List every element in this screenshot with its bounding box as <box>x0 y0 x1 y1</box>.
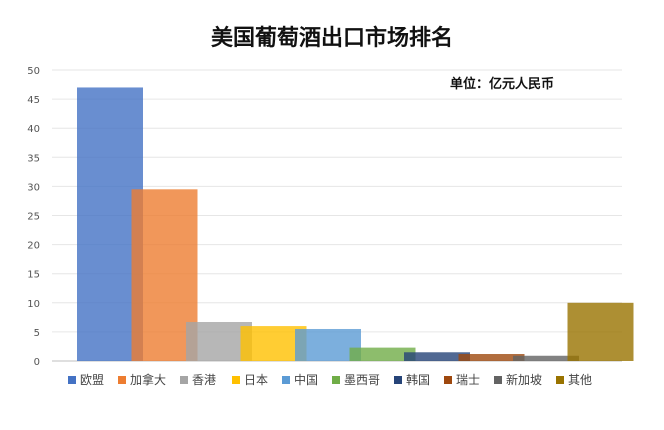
y-tick-label: 5 <box>34 328 40 339</box>
y-tick-label: 25 <box>27 212 40 223</box>
legend-swatch <box>494 376 502 384</box>
legend-label: 其他 <box>568 373 592 387</box>
legend-swatch <box>180 376 188 384</box>
bar-7 <box>404 352 470 361</box>
legend-swatch <box>232 376 240 384</box>
bar-6 <box>349 347 416 361</box>
legend-swatch <box>68 376 76 384</box>
legend-label: 中国 <box>294 372 318 387</box>
unit-label: 单位：亿元人民币 <box>450 77 555 92</box>
legend-label: 欧盟 <box>80 373 104 387</box>
chart-title: 美国葡萄酒出口市场排名 <box>210 26 453 51</box>
y-tick-label: 45 <box>27 95 40 106</box>
legend-label: 新加坡 <box>506 372 542 387</box>
y-tick-label: 10 <box>27 299 40 310</box>
legend-swatch <box>444 376 452 384</box>
legend-label: 墨西哥 <box>344 373 380 387</box>
y-tick-label: 30 <box>27 182 40 193</box>
bars <box>77 87 634 362</box>
legend-label: 加拿大 <box>130 372 166 387</box>
y-tick-label: 15 <box>27 270 40 281</box>
y-tick-label: 35 <box>27 153 40 164</box>
legend-swatch <box>282 376 290 384</box>
legend-swatch <box>394 376 402 384</box>
legend: 欧盟 加拿大 香港 日本 中国 墨西哥 韩国 瑞士 新加坡 其他 <box>68 372 592 387</box>
legend-label: 韩国 <box>406 372 430 387</box>
y-tick-label: 20 <box>27 241 40 252</box>
legend-swatch <box>118 376 126 384</box>
legend-label: 瑞士 <box>456 373 480 387</box>
bar-8 <box>458 354 525 361</box>
legend-label: 日本 <box>244 373 268 387</box>
y-tick-label: 40 <box>27 124 40 135</box>
bar-10 <box>567 302 634 361</box>
legend-label: 香港 <box>192 373 216 387</box>
bar-9 <box>513 355 579 361</box>
y-tick-label: 50 <box>27 66 40 77</box>
legend-swatch <box>332 376 340 384</box>
y-tick-label: 0 <box>34 357 40 368</box>
y-axis-ticks: 0 5 10 15 20 25 30 35 40 45 50 <box>27 66 40 368</box>
legend-swatch <box>556 376 564 384</box>
